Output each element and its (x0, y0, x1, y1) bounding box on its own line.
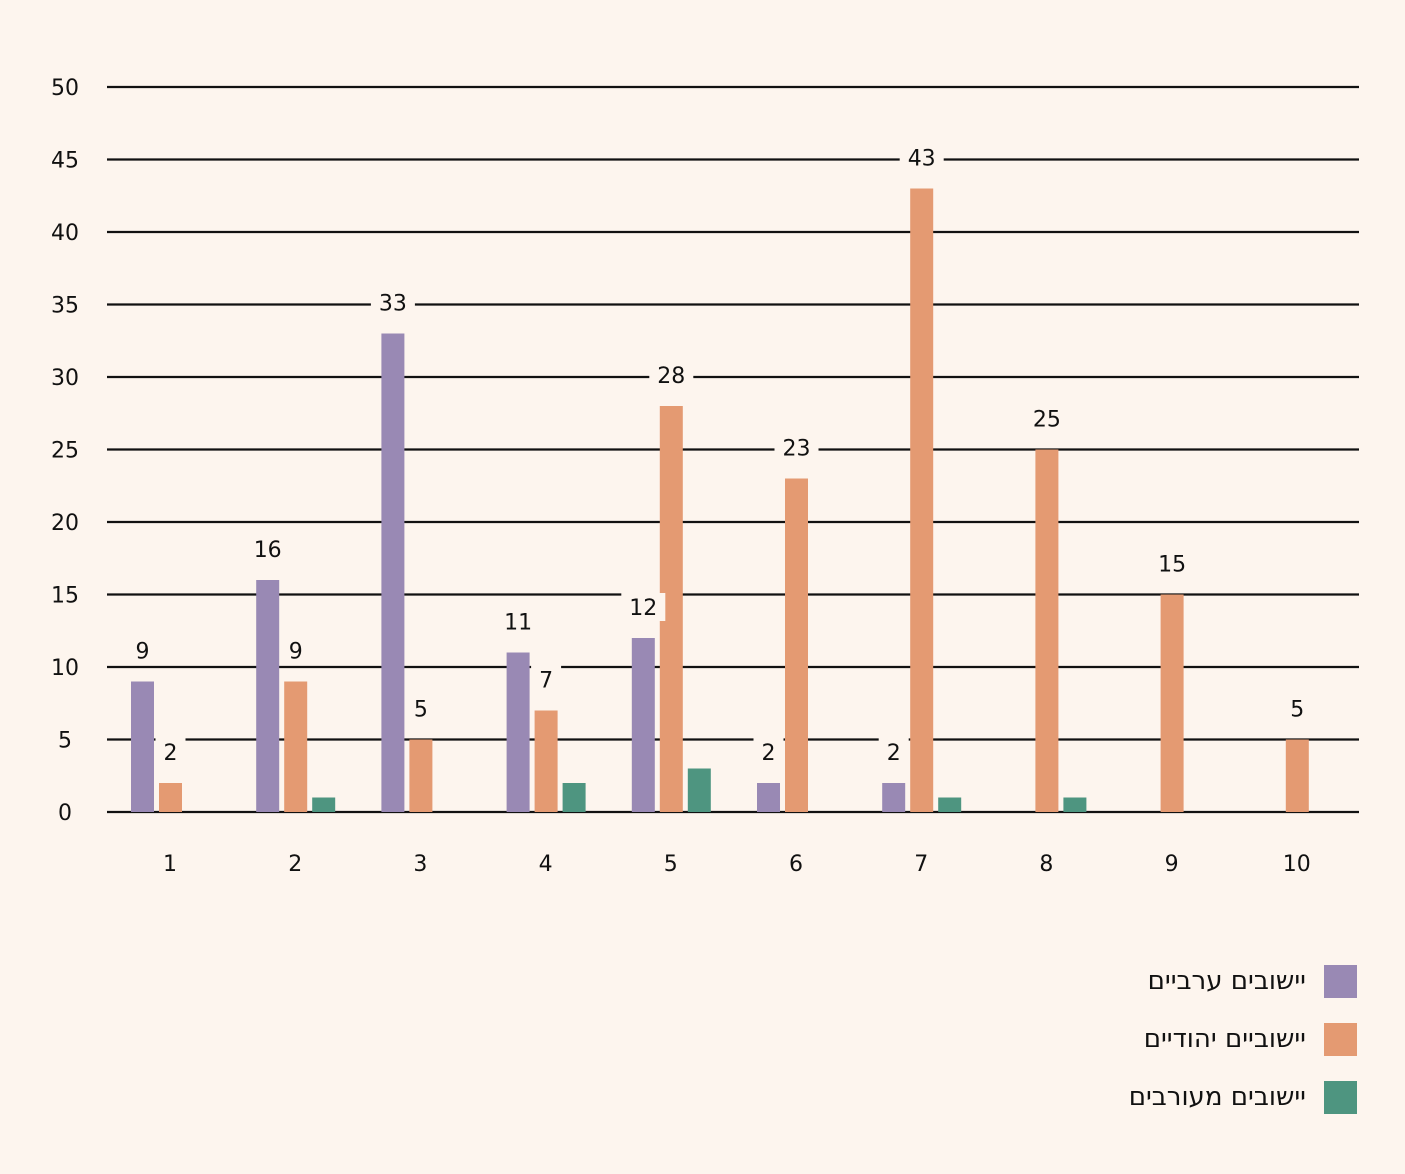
data-label-bg (370, 288, 415, 317)
data-label-bg (280, 636, 311, 665)
data-label: 23 (783, 437, 811, 462)
y-tick-label: 30 (51, 366, 79, 391)
y-tick-label: 0 (58, 801, 72, 826)
x-tick-label: 5 (664, 852, 678, 877)
bar-series-0-cat-2 (256, 580, 280, 812)
y-tick-label: 45 (51, 149, 79, 174)
data-label: 9 (136, 640, 150, 665)
y-tick-label: 50 (51, 76, 79, 101)
data-label: 5 (1290, 698, 1304, 723)
bar-series-0-cat-7 (882, 783, 906, 812)
bar-series-1-cat-1 (159, 783, 182, 812)
x-tick-label: 4 (539, 852, 553, 877)
data-label: 9 (289, 640, 303, 665)
data-label-bg (531, 665, 562, 694)
x-tick-label: 6 (789, 852, 803, 877)
data-label-bg (127, 636, 158, 665)
x-tick-label: 3 (413, 852, 427, 877)
data-label-bg (878, 738, 909, 766)
data-label: 43 (908, 147, 936, 172)
x-tick-label: 8 (1039, 852, 1053, 877)
data-label: 28 (657, 364, 685, 389)
bar-series-0-cat-3 (381, 333, 405, 812)
data-label: 5 (414, 698, 428, 723)
data-label-bg (245, 535, 290, 563)
legend-swatch-mixed (1324, 1080, 1357, 1114)
x-tick-label: 1 (163, 852, 177, 877)
data-label-bg (753, 738, 784, 766)
data-label: 33 (379, 292, 407, 317)
legend-label-mixed: יישובים מעורבים (1128, 1082, 1306, 1112)
data-label-bg (649, 361, 694, 389)
bar-series-1-cat-5 (659, 406, 683, 812)
data-label: 15 (1158, 553, 1186, 578)
bar-series-2-cat-8 (1063, 797, 1087, 812)
data-label-bg (405, 694, 436, 723)
legend-swatch-arab (1324, 964, 1357, 998)
bar-series-1-cat-4 (534, 710, 558, 812)
bar-series-0-cat-4 (506, 652, 530, 812)
y-tick-label: 35 (51, 294, 79, 319)
data-label: 2 (762, 741, 776, 766)
legend-item-arab: יישובים ערביים (937, 964, 1357, 998)
data-label: 2 (887, 741, 901, 766)
bar-series-0-cat-1 (131, 681, 154, 812)
y-tick-label: 5 (58, 729, 72, 754)
bar-series-1-cat-9 (1160, 594, 1184, 812)
data-label-bg (1150, 549, 1195, 578)
data-label-bg (496, 607, 541, 636)
data-label-bg (774, 433, 819, 462)
y-tick-label: 25 (51, 439, 79, 464)
bar-series-1-cat-10 (1285, 739, 1309, 812)
legend-item-mixed: יישובים מעורבים (937, 1080, 1357, 1114)
data-label: 12 (629, 596, 657, 621)
legend-item-jewish: יישוביים יהודיים (937, 1022, 1357, 1056)
bar-series-2-cat-7 (938, 797, 962, 812)
bar-series-2-cat-5 (687, 768, 711, 812)
y-tick-label: 40 (51, 221, 79, 246)
y-tick-label: 10 (51, 656, 79, 681)
y-tick-label: 20 (51, 511, 79, 536)
bar-series-2-cat-2 (312, 797, 336, 812)
data-label-bg (899, 143, 944, 172)
x-tick-label: 7 (914, 852, 928, 877)
data-label-bg (1024, 404, 1069, 433)
legend: יישובים ערביים יישוביים יהודיים יישובים … (937, 964, 1357, 1138)
x-tick-label: 10 (1283, 852, 1311, 877)
bar-series-1-cat-7 (910, 188, 934, 812)
bar-series-0-cat-5 (631, 638, 655, 812)
data-label: 11 (504, 611, 532, 636)
data-label-bg (155, 738, 186, 766)
legend-label-jewish: יישוביים יהודיים (1143, 1024, 1306, 1054)
bar-series-1-cat-6 (785, 478, 808, 812)
bar-series-1-cat-2 (284, 681, 308, 812)
legend-label-arab: יישובים ערביים (1147, 966, 1306, 996)
bar-series-1-cat-8 (1035, 449, 1059, 812)
data-label: 25 (1033, 408, 1061, 433)
data-label-bg (621, 593, 666, 621)
legend-swatch-jewish (1324, 1022, 1357, 1056)
data-label: 7 (539, 669, 553, 694)
data-label: 2 (164, 741, 178, 766)
x-tick-label: 9 (1165, 852, 1179, 877)
bar-series-0-cat-6 (757, 783, 780, 812)
data-label: 16 (254, 538, 282, 563)
x-tick-label: 2 (288, 852, 302, 877)
y-tick-label: 15 (51, 584, 79, 609)
data-label-bg (1282, 694, 1313, 723)
bar-series-2-cat-4 (562, 783, 586, 812)
bar-series-1-cat-3 (409, 739, 433, 812)
